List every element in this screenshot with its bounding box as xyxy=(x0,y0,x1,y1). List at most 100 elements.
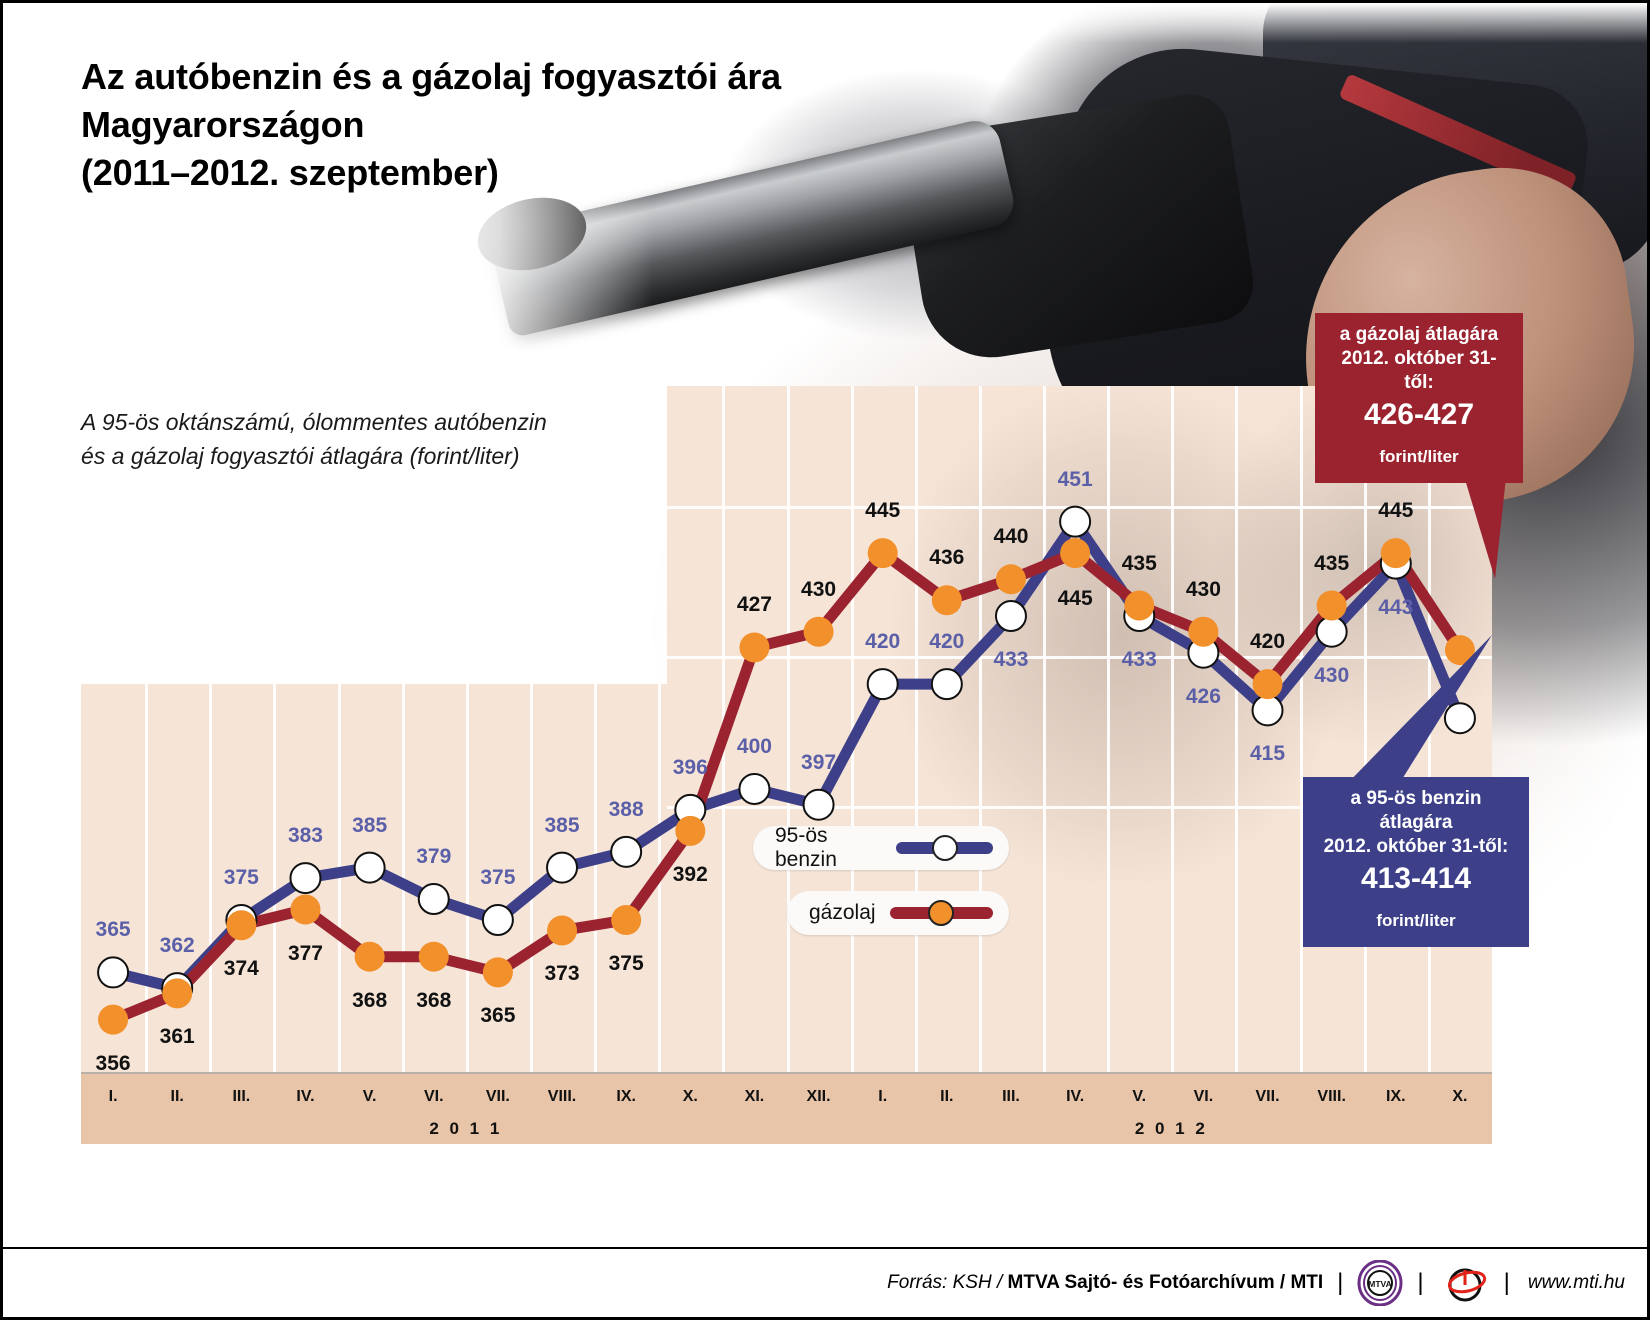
callout-gazolaj-line1: a gázolaj átlagára xyxy=(1339,324,1499,345)
data-label-benzin: 426 xyxy=(1185,684,1221,708)
data-point-gazolaj xyxy=(1444,635,1475,666)
footer-divider xyxy=(3,1247,1647,1249)
x-tick-11: XII. xyxy=(806,1088,831,1105)
callout-gazolaj-unit: forint/liter xyxy=(1379,446,1459,466)
data-point-gazolaj xyxy=(162,978,193,1009)
data-label-benzin: 385 xyxy=(544,813,580,837)
data-point-gazolaj xyxy=(803,616,834,647)
data-point-benzin xyxy=(1443,702,1476,735)
data-point-gazolaj xyxy=(611,905,642,935)
footer-source: Forrás: KSH / MTVA Sajtó- és Fotóarchívu… xyxy=(887,1272,1323,1294)
x-tick-13: II. xyxy=(940,1088,954,1105)
data-point-gazolaj xyxy=(98,1004,129,1035)
data-label-benzin: 388 xyxy=(608,797,644,821)
data-label-gazolaj: 445 xyxy=(865,499,901,523)
photo-red-strap xyxy=(1338,73,1578,199)
chart-plot-area: 365 362 375 383 385 379 375 385 388 396 400 397 420 4… xyxy=(81,386,1492,1075)
year-label-0: 2 0 1 1 xyxy=(429,1119,503,1138)
footer: Forrás: KSH / MTVA Sajtó- és Fotóarchívu… xyxy=(3,1249,1647,1317)
data-point-gazolaj xyxy=(1188,616,1219,647)
callout-gazolaj-line2: 2012. október 31-től: xyxy=(1341,347,1497,393)
page-title: Az autóbenzin és a gázolaj fogyasztói ár… xyxy=(81,56,781,193)
x-tick-17: VI. xyxy=(1193,1088,1214,1105)
callout-benzin-line2: 2012. október 31-től: xyxy=(1323,835,1509,857)
data-point-gazolaj xyxy=(931,585,962,616)
data-point-gazolaj xyxy=(290,894,321,925)
x-tick-15: IV. xyxy=(1066,1088,1085,1105)
data-point-benzin xyxy=(994,600,1027,632)
data-label-gazolaj: 392 xyxy=(672,862,708,886)
x-tick-14: III. xyxy=(1002,1088,1020,1105)
data-label-benzin: 400 xyxy=(736,734,772,758)
footer-source-prefix: Forrás: KSH / xyxy=(887,1272,1003,1293)
data-label-gazolaj: 445 xyxy=(1378,499,1414,523)
data-point-benzin xyxy=(1315,615,1348,648)
data-label-benzin: 379 xyxy=(416,845,452,869)
data-label-benzin: 375 xyxy=(480,866,516,889)
x-tick-16: V. xyxy=(1132,1088,1147,1105)
data-label-gazolaj: 356 xyxy=(95,1051,131,1075)
data-label-benzin: 443 xyxy=(1378,595,1414,619)
chart-series-lines xyxy=(97,505,1476,1035)
x-tick-9: X. xyxy=(682,1088,698,1105)
x-tick-3: IV. xyxy=(296,1088,315,1105)
data-label-benzin: 420 xyxy=(929,630,965,654)
data-label-gazolaj: 430 xyxy=(1185,577,1221,601)
legend-label-benzin: 95-ös benzin xyxy=(775,824,837,871)
photo-nozzle-body xyxy=(897,88,1259,368)
mtva-logo-icon: MTVA xyxy=(1357,1259,1403,1307)
x-tick-12: I. xyxy=(878,1088,888,1105)
x-tick-1: II. xyxy=(170,1088,184,1105)
data-point-benzin xyxy=(353,851,386,884)
x-tick-18: VII. xyxy=(1255,1088,1280,1105)
data-point-gazolaj xyxy=(1380,538,1411,569)
svg-text:MTVA: MTVA xyxy=(1369,1279,1392,1289)
x-tick-0: I. xyxy=(108,1088,118,1105)
callout-gazolaj-value: 426-427 xyxy=(1363,398,1475,432)
data-label-benzin: 415 xyxy=(1249,742,1286,766)
data-point-benzin xyxy=(417,883,450,916)
legend-item-gazolaj[interactable]: gázolaj xyxy=(787,891,1009,935)
data-point-benzin xyxy=(1059,505,1092,538)
data-label-gazolaj: 377 xyxy=(287,941,323,965)
data-label-benzin: 375 xyxy=(223,866,259,889)
data-point-benzin xyxy=(1251,694,1284,727)
data-point-gazolaj xyxy=(867,538,898,569)
data-label-gazolaj: 365 xyxy=(480,1004,516,1028)
x-tick-21: X. xyxy=(1452,1088,1468,1105)
data-label-benzin: 397 xyxy=(801,750,837,774)
x-tick-6: VII. xyxy=(485,1088,510,1105)
callout-benzin-line1: a 95-ös benzin átlagára xyxy=(1350,788,1482,833)
year-label-1: 2 0 1 2 xyxy=(1134,1119,1208,1138)
data-label-gazolaj: 435 xyxy=(1314,551,1350,575)
data-label-benzin: 420 xyxy=(865,630,901,654)
data-point-benzin xyxy=(930,668,963,701)
data-label-gazolaj: 374 xyxy=(223,957,259,981)
data-point-benzin xyxy=(610,835,643,868)
footer-url: www.mti.hu xyxy=(1527,1272,1625,1293)
data-label-gazolaj: 373 xyxy=(544,962,580,986)
legend-dot-benzin xyxy=(931,835,958,861)
data-point-gazolaj xyxy=(675,815,706,846)
callout-benzin: a 95-ös benzin átlagára 2012. október 31… xyxy=(1303,777,1529,948)
legend-swatch-benzin xyxy=(896,835,993,861)
data-label-gazolaj: 361 xyxy=(159,1025,195,1049)
data-label-benzin: 396 xyxy=(672,755,708,779)
x-tick-8: IX. xyxy=(616,1088,636,1105)
data-label-benzin: 362 xyxy=(159,934,195,958)
data-label-gazolaj: 436 xyxy=(929,546,965,570)
footer-separator-3: | xyxy=(1503,1269,1510,1296)
callout-gazolaj: a gázolaj átlagára 2012. október 31-től:… xyxy=(1315,313,1523,484)
data-label-benzin: 451 xyxy=(1057,467,1093,491)
legend-item-benzin[interactable]: 95-ös benzin xyxy=(753,824,1009,871)
callout-benzin-value: 413-414 xyxy=(1360,862,1472,896)
data-point-gazolaj xyxy=(739,632,770,663)
data-point-benzin xyxy=(289,862,322,895)
mti-logo-icon xyxy=(1438,1260,1490,1306)
footer-separator-2: | xyxy=(1417,1269,1424,1296)
data-point-gazolaj xyxy=(1060,538,1091,569)
gridline-vertical xyxy=(273,684,277,1072)
data-label-benzin: 430 xyxy=(1314,663,1350,687)
data-point-gazolaj xyxy=(1316,590,1347,621)
